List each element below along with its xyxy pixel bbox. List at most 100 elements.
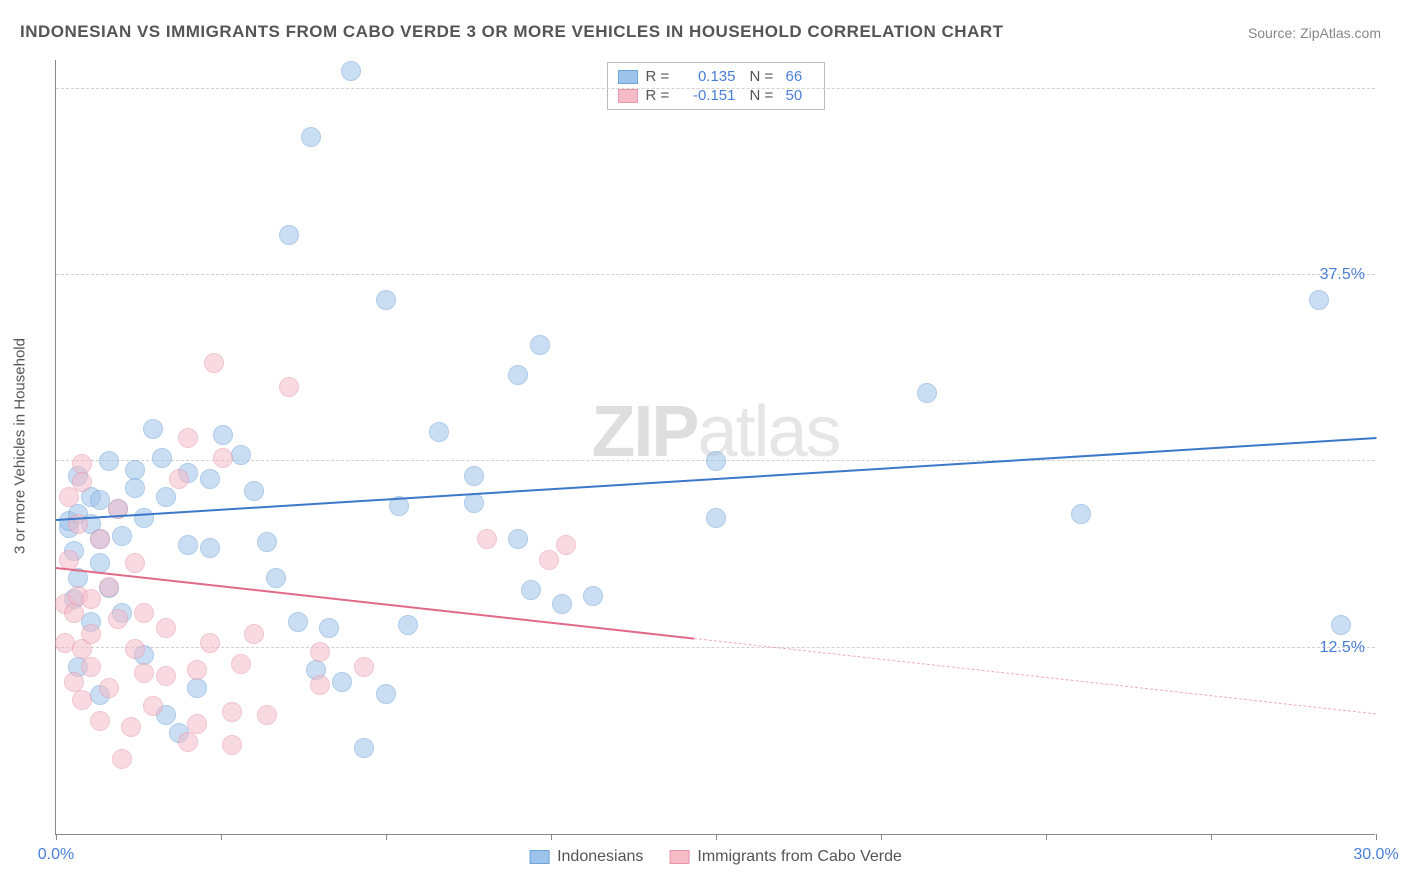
scatter-point [222,735,242,755]
scatter-point [134,663,154,683]
scatter-point [81,589,101,609]
scatter-point [90,553,110,573]
scatter-point [134,508,154,528]
scatter-point [556,535,576,555]
scatter-point [301,127,321,147]
scatter-point [477,529,497,549]
scatter-point [429,422,449,442]
y-tick-label: 12.5% [1320,639,1365,657]
x-tick [386,834,387,840]
legend-r-label: R = [646,68,674,85]
y-tick-label: 37.5% [1320,266,1365,284]
x-tick [56,834,57,840]
scatter-point [64,603,84,623]
scatter-point [81,657,101,677]
scatter-point [583,586,603,606]
scatter-point [72,690,92,710]
scatter-point [99,577,119,597]
legend-swatch [618,70,638,84]
scatter-point [200,469,220,489]
x-tick-label: 0.0% [38,846,74,864]
scatter-point [231,654,251,674]
legend-r-value: -0.151 [682,87,736,104]
scatter-point [112,526,132,546]
scatter-point [310,642,330,662]
scatter-point [178,535,198,555]
legend-n-value: 50 [786,87,814,104]
scatter-point [112,749,132,769]
x-tick [881,834,882,840]
source-attribution: Source: ZipAtlas.com [1248,25,1381,41]
x-tick [1046,834,1047,840]
scatter-point [222,702,242,722]
scatter-point [99,451,119,471]
scatter-point [552,594,572,614]
scatter-point [187,660,207,680]
scatter-point [204,353,224,373]
scatter-point [279,225,299,245]
legend-series-label: Indonesians [557,848,643,866]
scatter-point [244,624,264,644]
scatter-point [279,377,299,397]
scatter-point [257,532,277,552]
scatter-point [156,618,176,638]
scatter-point [1071,504,1091,524]
scatter-point [213,425,233,445]
x-tick [1211,834,1212,840]
scatter-point [310,675,330,695]
scatter-point [143,419,163,439]
scatter-point [398,615,418,635]
scatter-point [178,732,198,752]
scatter-point [376,290,396,310]
chart-title: INDONESIAN VS IMMIGRANTS FROM CABO VERDE… [20,22,1004,42]
scatter-point [917,383,937,403]
scatter-point [156,666,176,686]
scatter-point [376,684,396,704]
gridline [56,274,1375,275]
scatter-point [1309,290,1329,310]
scatter-point [200,538,220,558]
scatter-point [125,639,145,659]
y-axis-label: 3 or more Vehicles in Household [12,338,29,554]
series-legend: IndonesiansImmigrants from Cabo Verde [529,848,902,866]
legend-swatch [529,850,549,864]
legend-n-label: N = [750,68,778,85]
scatter-point [521,580,541,600]
scatter-point [244,481,264,501]
legend-row: R =0.135N =66 [618,67,814,86]
scatter-point [288,612,308,632]
plot-area: ZIPatlas R =0.135N =66R =-0.151N =50 Ind… [55,60,1375,835]
scatter-point [187,678,207,698]
scatter-point [156,487,176,507]
x-tick [716,834,717,840]
scatter-point [72,472,92,492]
scatter-point [143,696,163,716]
scatter-point [257,705,277,725]
scatter-point [169,469,189,489]
scatter-point [90,711,110,731]
scatter-point [108,609,128,629]
legend-swatch [618,89,638,103]
scatter-point [341,61,361,81]
gridline [56,88,1375,89]
scatter-point [134,603,154,623]
legend-r-label: R = [646,87,674,104]
scatter-point [200,633,220,653]
scatter-point [152,448,172,468]
scatter-point [121,717,141,737]
legend-n-label: N = [750,87,778,104]
legend-n-value: 66 [786,68,814,85]
scatter-point [464,493,484,513]
scatter-point [1331,615,1351,635]
scatter-point [354,657,374,677]
scatter-point [90,529,110,549]
legend-row: R = -0.151 N = 50 [618,86,814,105]
scatter-point [125,478,145,498]
scatter-point [213,448,233,468]
scatter-point [266,568,286,588]
scatter-point [539,550,559,570]
scatter-point [354,738,374,758]
scatter-point [178,428,198,448]
scatter-point [99,678,119,698]
scatter-point [706,451,726,471]
